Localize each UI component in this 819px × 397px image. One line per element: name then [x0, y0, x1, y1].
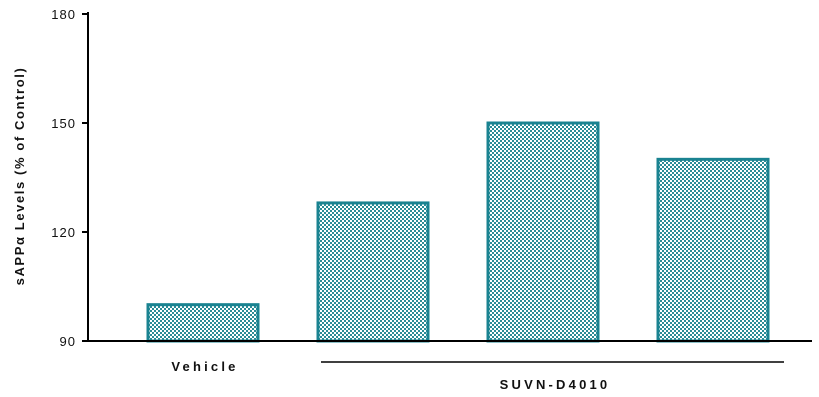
y-tick-label: 150 [51, 116, 76, 131]
bar-2 [316, 201, 430, 343]
y-tick-label: 180 [51, 7, 76, 22]
group-label-suvn-d4010: SUVN-D4010 [500, 377, 611, 392]
bar-3 [486, 121, 600, 343]
bar-4 [656, 157, 770, 343]
category-label-vehicle: Vehicle [171, 359, 238, 374]
y-tick-label: 120 [51, 225, 76, 240]
bar-1 [146, 303, 260, 343]
y-axis-ticks: 90 120 150 180 [51, 7, 88, 349]
y-tick-label: 90 [60, 334, 76, 349]
bars [146, 121, 770, 343]
y-axis-title: sAPPα Levels (% of Control) [12, 67, 27, 286]
